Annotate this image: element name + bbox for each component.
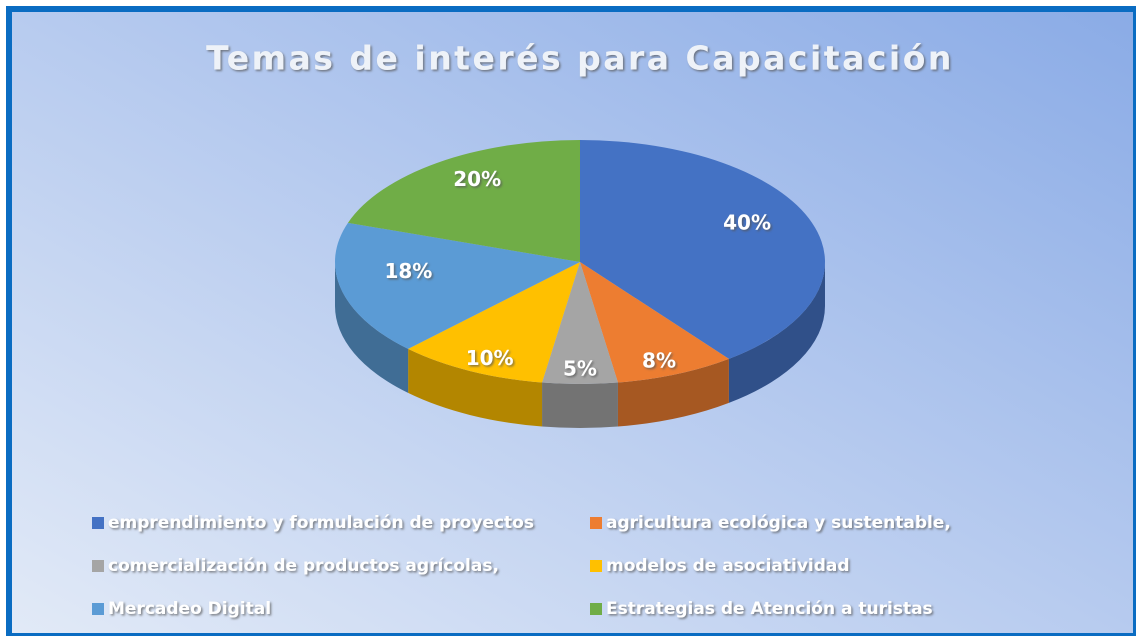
data-label: 8% bbox=[642, 348, 676, 372]
legend-label: Estrategias de Atención a turistas bbox=[606, 599, 933, 619]
legend-label: Mercadeo Digital bbox=[108, 599, 271, 619]
legend-swatch bbox=[590, 560, 602, 572]
pie: 40% 8% 5% 10% 18% 20% bbox=[335, 140, 825, 428]
slice-side bbox=[542, 382, 618, 428]
data-label: 40% bbox=[723, 210, 771, 234]
legend-swatch bbox=[92, 560, 104, 572]
legend-label: agricultura ecológica y sustentable, bbox=[606, 513, 951, 533]
slice bbox=[335, 222, 580, 349]
slice bbox=[580, 262, 729, 383]
legend-swatch bbox=[92, 603, 104, 615]
slice-side bbox=[617, 358, 729, 427]
data-label: 10% bbox=[466, 346, 514, 370]
legend-swatch bbox=[92, 517, 104, 529]
chart-title: Temas de interés para Capacitación bbox=[206, 39, 954, 78]
slice-side bbox=[335, 262, 409, 393]
slice-side bbox=[408, 348, 543, 427]
slice bbox=[580, 140, 825, 359]
slice-side bbox=[728, 262, 825, 403]
slice bbox=[408, 262, 580, 383]
legend-swatch bbox=[590, 603, 602, 615]
slice bbox=[542, 262, 618, 384]
slice bbox=[347, 140, 580, 262]
legend-swatch bbox=[590, 517, 602, 529]
legend-label: comercialización de productos agrícolas, bbox=[108, 556, 499, 576]
data-label: 5% bbox=[563, 357, 597, 381]
data-label: 18% bbox=[384, 259, 432, 283]
legend: emprendimiento y formulación de proyecto… bbox=[92, 513, 951, 619]
data-label: 20% bbox=[453, 167, 501, 191]
legend-label: emprendimiento y formulación de proyecto… bbox=[108, 513, 534, 533]
legend-label: modelos de asociatividad bbox=[606, 556, 850, 576]
